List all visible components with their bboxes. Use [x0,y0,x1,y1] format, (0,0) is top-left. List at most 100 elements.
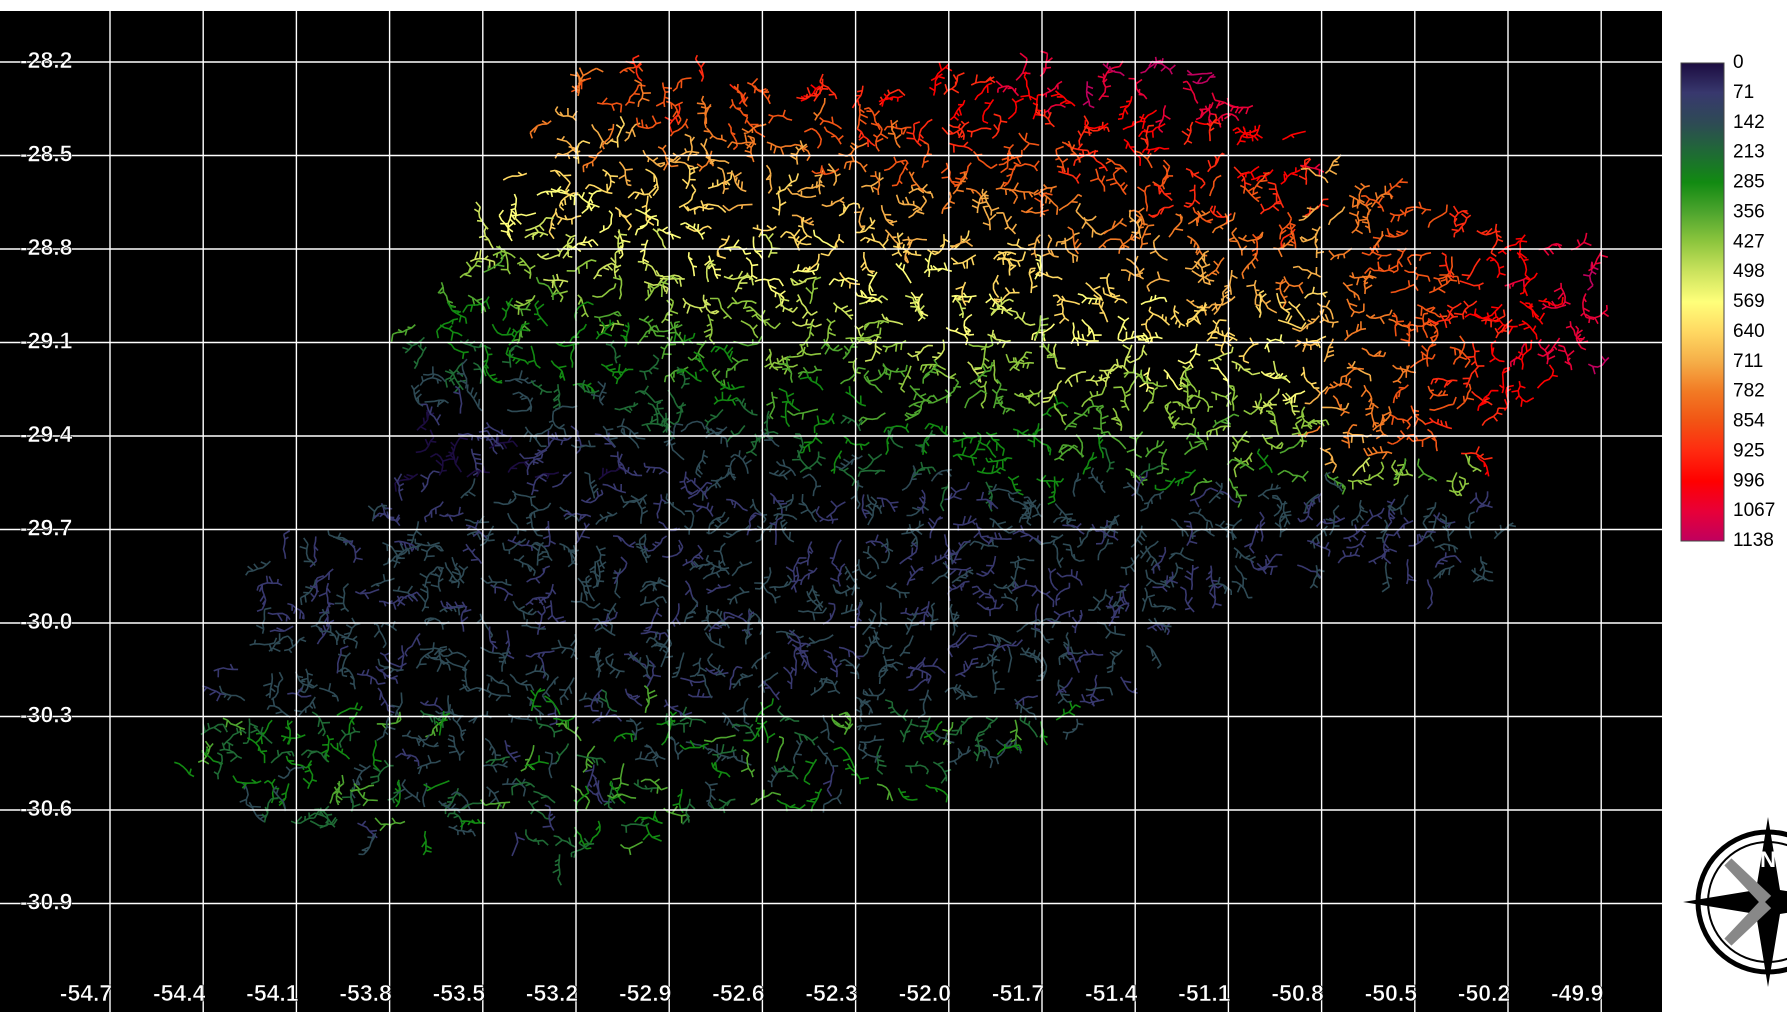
river [982,98,995,124]
river [676,366,691,389]
river [775,293,799,313]
river [969,361,994,388]
river [727,586,750,605]
river [422,782,428,808]
river [812,229,837,250]
river [1448,476,1470,497]
river [1141,146,1170,155]
river [1360,384,1379,409]
river [1225,518,1243,541]
river [643,462,669,475]
river [703,314,716,345]
river [641,195,655,226]
river [1055,232,1080,247]
river [1047,476,1056,505]
river [642,654,656,679]
river [485,756,510,766]
river [693,351,709,373]
river [799,541,814,566]
river [1565,321,1589,344]
river [830,450,843,474]
river [787,635,811,649]
river [792,740,804,764]
river [1344,321,1367,341]
river [1130,525,1148,548]
river [584,183,613,195]
river [1352,456,1371,477]
river [459,802,483,811]
river [728,665,743,690]
river [1302,419,1330,430]
river [590,380,607,406]
river [486,786,502,808]
river [669,118,689,137]
river [1219,490,1241,503]
river [627,651,648,670]
river [505,347,529,365]
river [1479,556,1493,581]
river [669,402,685,426]
river [813,78,829,102]
river [711,761,731,779]
river [791,318,822,328]
river [634,214,658,236]
legend-label: 1138 [1733,530,1774,551]
river [745,433,766,457]
river [513,294,536,315]
river [637,260,664,277]
river [992,639,1023,652]
river [704,554,730,571]
river [973,732,988,762]
river [350,778,361,803]
river [531,541,545,566]
river [430,453,451,476]
river [703,734,736,743]
river [1128,207,1146,226]
river [466,384,483,412]
river [592,777,612,803]
river [613,732,637,743]
river [1461,446,1493,461]
river [756,718,776,744]
river [573,191,600,211]
river [1195,102,1214,121]
river [552,471,572,488]
river [769,516,783,545]
river [550,169,572,191]
river [982,206,997,231]
river [390,324,416,342]
river [270,749,295,764]
river [976,465,1006,475]
river [931,561,950,585]
river [990,296,1014,317]
map-background [0,11,1662,1012]
river [1456,383,1475,410]
river [1085,282,1104,303]
river [1126,255,1145,278]
river [607,793,637,799]
river [1282,130,1306,141]
river [794,731,819,746]
river [662,539,684,559]
river [617,460,643,477]
river [450,791,472,811]
river [1536,364,1558,389]
river [382,541,403,561]
river [683,597,699,624]
river [1190,477,1213,496]
river [1117,315,1130,342]
river [891,162,909,187]
river [1148,204,1174,218]
river [856,128,876,148]
river [971,190,989,214]
river [1009,719,1022,745]
river [541,676,559,702]
river [620,493,648,509]
river [643,685,658,714]
river [379,652,407,668]
river [968,336,994,348]
river [754,313,781,330]
river [689,657,707,678]
river [478,226,494,249]
river [1007,97,1025,120]
